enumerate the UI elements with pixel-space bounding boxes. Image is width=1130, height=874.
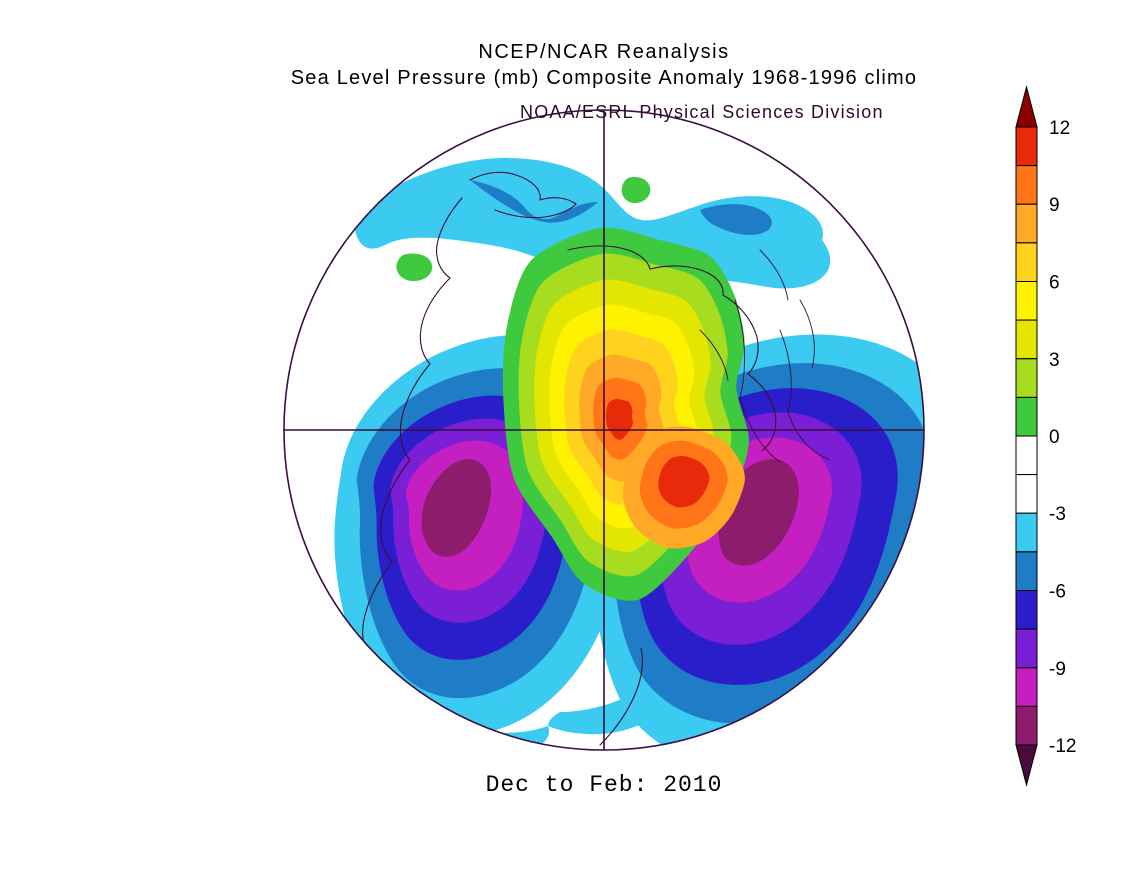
svg-text:-12: -12	[1049, 736, 1076, 757]
svg-text:12: 12	[1049, 118, 1070, 139]
svg-text:3: 3	[1049, 350, 1060, 371]
svg-text:9: 9	[1049, 195, 1060, 216]
svg-text:0: 0	[1049, 427, 1060, 448]
svg-text:-3: -3	[1049, 504, 1066, 525]
svg-text:-9: -9	[1049, 659, 1066, 680]
svg-text:-6: -6	[1049, 582, 1066, 603]
svg-text:6: 6	[1049, 273, 1060, 294]
